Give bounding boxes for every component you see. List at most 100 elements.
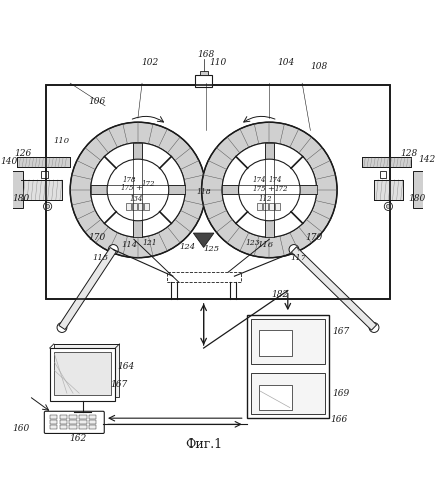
Circle shape — [238, 159, 300, 221]
Text: 106: 106 — [88, 97, 106, 106]
Bar — [59, 420, 67, 424]
Bar — [45, 85, 391, 299]
Bar — [17, 157, 70, 167]
Bar — [251, 319, 325, 364]
Bar — [276, 203, 280, 210]
Bar — [269, 203, 274, 210]
Text: 121: 121 — [143, 240, 157, 248]
Bar — [413, 172, 426, 209]
Text: 123: 123 — [245, 240, 260, 248]
Text: 164: 164 — [117, 362, 134, 371]
Bar — [259, 329, 292, 356]
Text: 178: 178 — [123, 176, 136, 184]
Bar — [247, 315, 329, 418]
Bar — [41, 172, 48, 178]
Text: 115: 115 — [93, 253, 109, 261]
Polygon shape — [193, 233, 214, 248]
Bar — [59, 415, 67, 419]
FancyBboxPatch shape — [44, 411, 104, 434]
Circle shape — [45, 204, 50, 209]
Bar — [374, 180, 403, 200]
Text: 172: 172 — [274, 185, 288, 193]
Text: 128: 128 — [400, 149, 418, 158]
Polygon shape — [291, 247, 377, 330]
Text: 175: 175 — [252, 185, 266, 193]
Text: 167: 167 — [333, 327, 350, 336]
Text: 118: 118 — [196, 188, 211, 196]
Bar — [133, 143, 143, 237]
Text: 174: 174 — [252, 176, 266, 184]
Circle shape — [386, 204, 391, 209]
Text: 110: 110 — [209, 58, 227, 67]
Text: 125: 125 — [204, 246, 220, 253]
Bar — [79, 420, 87, 424]
Bar — [362, 157, 411, 167]
Text: 104: 104 — [277, 58, 294, 67]
Bar — [50, 425, 57, 429]
Text: 102: 102 — [142, 58, 159, 67]
Text: 180: 180 — [409, 194, 426, 203]
Text: 174: 174 — [269, 176, 282, 184]
Bar — [50, 420, 57, 424]
Bar — [10, 172, 23, 209]
Bar — [222, 186, 317, 195]
Text: 160: 160 — [12, 424, 30, 433]
Text: 170: 170 — [88, 233, 106, 242]
Text: 162: 162 — [70, 434, 87, 443]
Text: 108: 108 — [310, 62, 327, 71]
Bar — [126, 203, 130, 210]
Bar — [259, 385, 292, 410]
Text: 170: 170 — [306, 233, 323, 242]
Text: 175: 175 — [121, 184, 134, 192]
Bar — [195, 75, 212, 87]
Text: 169: 169 — [333, 389, 350, 398]
Text: 126: 126 — [14, 149, 31, 158]
Polygon shape — [59, 248, 116, 329]
Text: 182: 182 — [271, 290, 288, 299]
Circle shape — [384, 202, 392, 211]
Bar — [89, 415, 96, 419]
Text: 166: 166 — [330, 415, 348, 425]
Text: 117: 117 — [290, 253, 306, 261]
Circle shape — [44, 202, 52, 211]
Text: 124: 124 — [179, 244, 195, 251]
Bar — [138, 203, 143, 210]
Bar — [89, 425, 96, 429]
Bar — [425, 188, 432, 197]
Text: 110: 110 — [54, 137, 70, 145]
Text: 140: 140 — [0, 157, 17, 166]
Text: 168: 168 — [197, 50, 215, 59]
Bar — [200, 71, 208, 75]
Bar — [50, 348, 116, 401]
Text: 142: 142 — [419, 155, 436, 164]
Bar — [144, 203, 149, 210]
Bar — [79, 415, 87, 419]
Circle shape — [107, 159, 169, 221]
Circle shape — [289, 245, 299, 254]
Bar — [380, 172, 386, 178]
Bar — [50, 415, 57, 419]
Bar — [251, 373, 325, 414]
Text: 167: 167 — [110, 381, 127, 390]
Bar — [132, 203, 137, 210]
Text: Фиг.1: Фиг.1 — [185, 438, 222, 451]
Bar — [69, 425, 77, 429]
Text: 172: 172 — [141, 180, 155, 188]
Circle shape — [57, 322, 67, 332]
Bar — [4, 188, 11, 197]
Text: 180: 180 — [12, 194, 30, 203]
Circle shape — [109, 245, 118, 254]
Bar — [59, 425, 67, 429]
Bar — [69, 420, 77, 424]
Bar — [167, 272, 241, 282]
Bar — [54, 352, 111, 395]
Circle shape — [91, 143, 185, 237]
Bar — [21, 180, 62, 200]
Text: +: + — [135, 184, 142, 192]
Circle shape — [222, 143, 317, 237]
Bar — [79, 425, 87, 429]
Text: 134: 134 — [129, 195, 143, 203]
Bar — [91, 186, 185, 195]
Circle shape — [369, 322, 379, 332]
Bar — [89, 420, 96, 424]
